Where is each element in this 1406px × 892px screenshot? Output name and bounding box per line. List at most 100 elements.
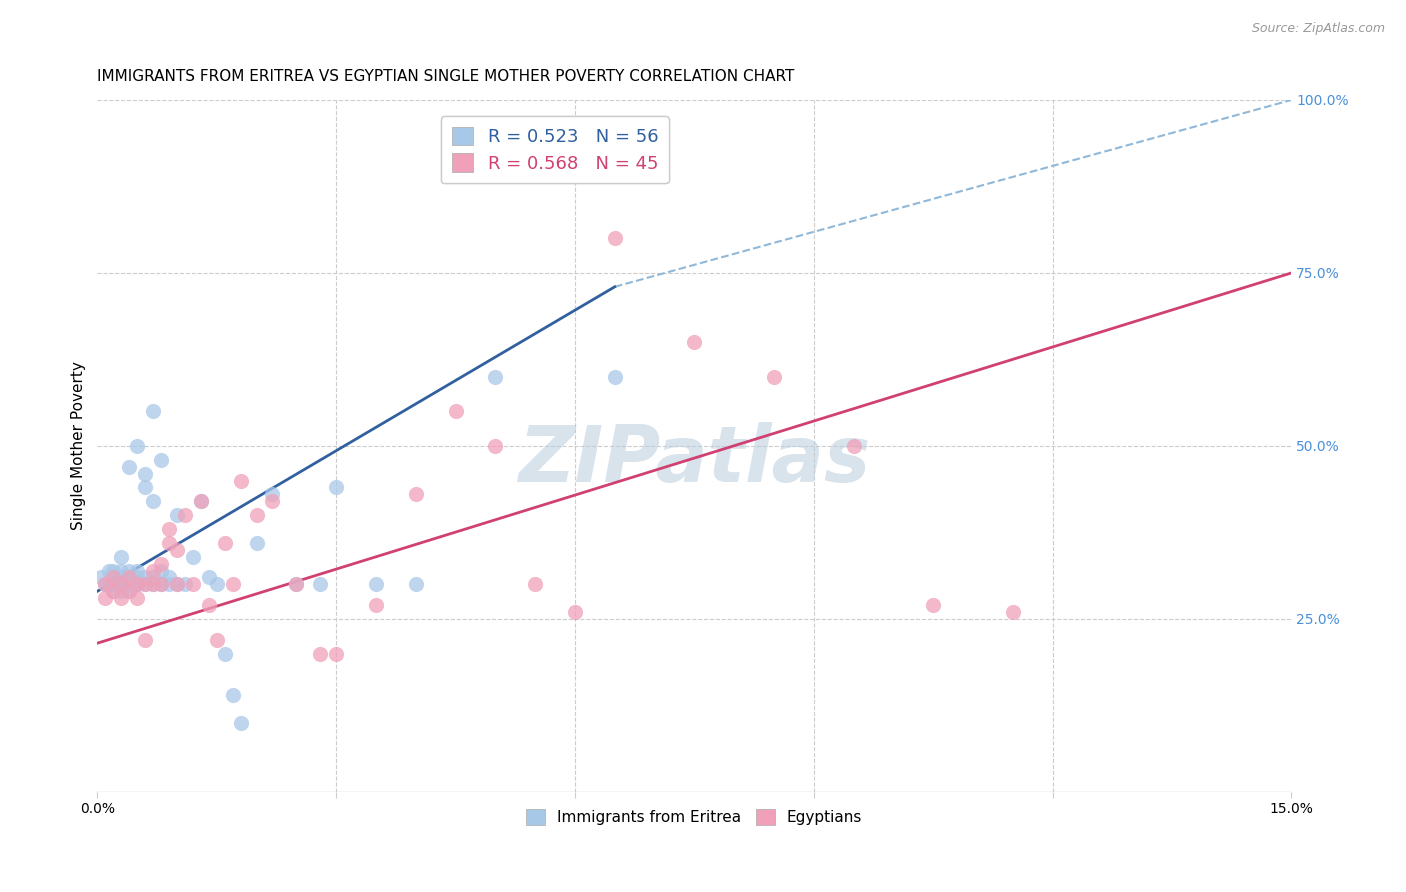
Egyptians (103, 584, 125, 599)
Egyptians (157, 522, 180, 536)
Text: IMMIGRANTS FROM ERITREA VS EGYPTIAN SINGLE MOTHER POVERTY CORRELATION CHART: IMMIGRANTS FROM ERITREA VS EGYPTIAN SING… (97, 69, 794, 84)
Egyptians (157, 536, 180, 550)
Immigrants from Eritrea (110, 577, 132, 591)
Egyptians (262, 494, 284, 508)
Immigrants from Eritrea (214, 647, 236, 661)
Text: Source: ZipAtlas.com: Source: ZipAtlas.com (1251, 22, 1385, 36)
Immigrants from Eritrea (142, 577, 165, 591)
Text: ZIPatlas: ZIPatlas (519, 422, 870, 498)
Immigrants from Eritrea (197, 570, 219, 584)
Immigrants from Eritrea (245, 536, 267, 550)
Egyptians (524, 577, 547, 591)
Egyptians (484, 439, 506, 453)
Egyptians (762, 369, 785, 384)
Immigrants from Eritrea (181, 549, 204, 564)
Immigrants from Eritrea (190, 494, 212, 508)
Immigrants from Eritrea (90, 570, 112, 584)
Egyptians (842, 439, 865, 453)
Immigrants from Eritrea (150, 564, 173, 578)
Immigrants from Eritrea (110, 570, 132, 584)
Legend: Immigrants from Eritrea, Egyptians: Immigrants from Eritrea, Egyptians (519, 802, 870, 833)
Immigrants from Eritrea (262, 487, 284, 501)
Egyptians (94, 577, 117, 591)
Immigrants from Eritrea (134, 467, 156, 481)
Egyptians (134, 632, 156, 647)
Immigrants from Eritrea (142, 570, 165, 584)
Egyptians (150, 557, 173, 571)
Immigrants from Eritrea (103, 564, 125, 578)
Immigrants from Eritrea (94, 577, 117, 591)
Egyptians (94, 591, 117, 606)
Immigrants from Eritrea (166, 577, 188, 591)
Egyptians (174, 508, 197, 523)
Immigrants from Eritrea (127, 577, 149, 591)
Egyptians (127, 577, 149, 591)
Immigrants from Eritrea (405, 577, 427, 591)
Egyptians (309, 647, 332, 661)
Egyptians (205, 632, 228, 647)
Egyptians (118, 570, 141, 584)
Egyptians (285, 577, 308, 591)
Egyptians (229, 474, 252, 488)
Immigrants from Eritrea (309, 577, 332, 591)
Immigrants from Eritrea (134, 577, 156, 591)
Egyptians (221, 577, 243, 591)
Immigrants from Eritrea (285, 577, 308, 591)
Immigrants from Eritrea (142, 494, 165, 508)
Egyptians (197, 598, 219, 612)
Egyptians (564, 605, 586, 619)
Immigrants from Eritrea (118, 564, 141, 578)
Immigrants from Eritrea (157, 570, 180, 584)
Immigrants from Eritrea (142, 404, 165, 418)
Immigrants from Eritrea (157, 577, 180, 591)
Egyptians (118, 584, 141, 599)
Egyptians (364, 598, 387, 612)
Immigrants from Eritrea (110, 577, 132, 591)
Immigrants from Eritrea (127, 577, 149, 591)
Egyptians (142, 577, 165, 591)
Immigrants from Eritrea (110, 584, 132, 599)
Egyptians (142, 564, 165, 578)
Immigrants from Eritrea (484, 369, 506, 384)
Immigrants from Eritrea (134, 570, 156, 584)
Egyptians (181, 577, 204, 591)
Egyptians (683, 335, 706, 350)
Egyptians (603, 231, 626, 245)
Egyptians (110, 591, 132, 606)
Immigrants from Eritrea (229, 715, 252, 730)
Egyptians (405, 487, 427, 501)
Egyptians (325, 647, 347, 661)
Immigrants from Eritrea (127, 564, 149, 578)
Immigrants from Eritrea (110, 549, 132, 564)
Immigrants from Eritrea (103, 577, 125, 591)
Immigrants from Eritrea (134, 481, 156, 495)
Immigrants from Eritrea (110, 564, 132, 578)
Egyptians (166, 542, 188, 557)
Immigrants from Eritrea (127, 570, 149, 584)
Egyptians (103, 570, 125, 584)
Egyptians (190, 494, 212, 508)
Immigrants from Eritrea (364, 577, 387, 591)
Immigrants from Eritrea (103, 570, 125, 584)
Immigrants from Eritrea (103, 584, 125, 599)
Y-axis label: Single Mother Poverty: Single Mother Poverty (72, 361, 86, 531)
Egyptians (127, 591, 149, 606)
Immigrants from Eritrea (127, 439, 149, 453)
Egyptians (922, 598, 945, 612)
Immigrants from Eritrea (205, 577, 228, 591)
Immigrants from Eritrea (166, 508, 188, 523)
Immigrants from Eritrea (118, 459, 141, 474)
Immigrants from Eritrea (221, 688, 243, 702)
Egyptians (110, 577, 132, 591)
Immigrants from Eritrea (118, 570, 141, 584)
Egyptians (214, 536, 236, 550)
Immigrants from Eritrea (98, 564, 121, 578)
Immigrants from Eritrea (150, 452, 173, 467)
Immigrants from Eritrea (174, 577, 197, 591)
Immigrants from Eritrea (325, 481, 347, 495)
Egyptians (134, 577, 156, 591)
Egyptians (150, 577, 173, 591)
Egyptians (166, 577, 188, 591)
Immigrants from Eritrea (118, 584, 141, 599)
Egyptians (1001, 605, 1024, 619)
